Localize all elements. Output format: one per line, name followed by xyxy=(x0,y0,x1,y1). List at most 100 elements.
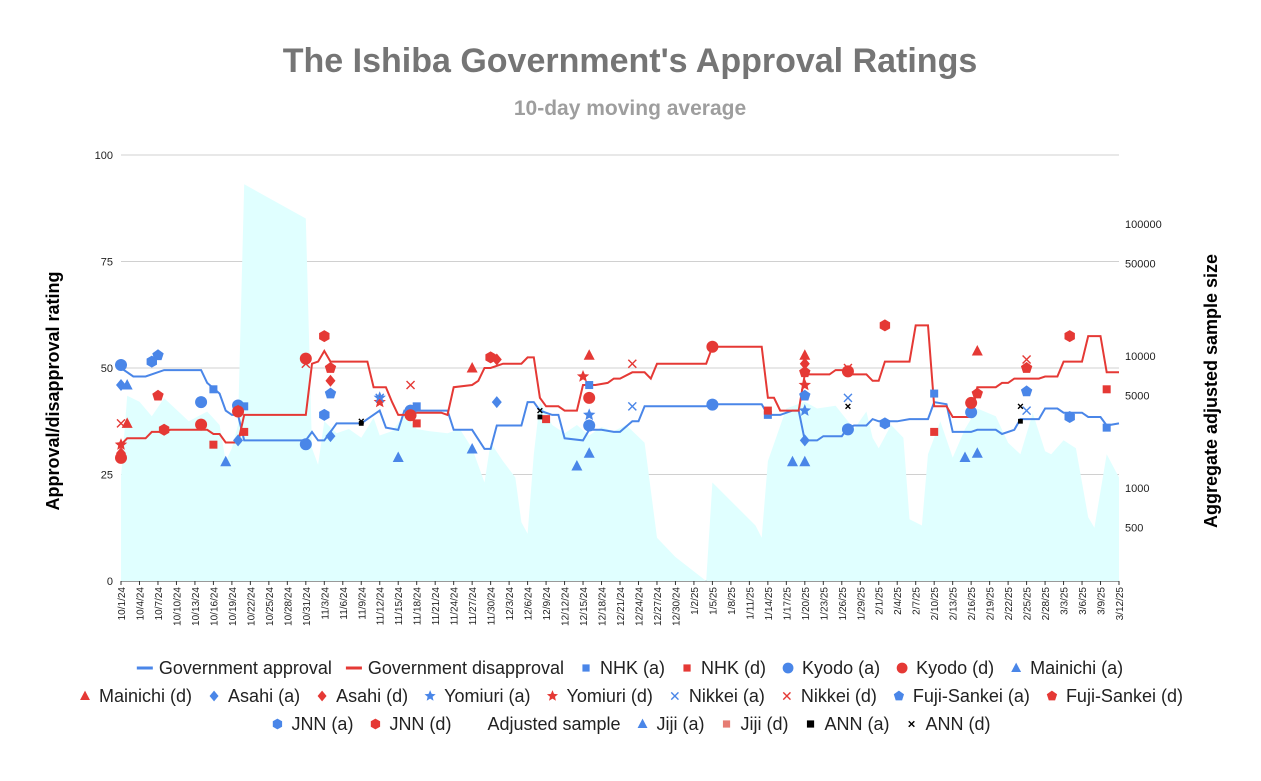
x-tick-label: 11/30/24 xyxy=(487,587,498,626)
legend-item-nikkei-d: Nikkei (d) xyxy=(782,686,877,706)
marker-jnn-a xyxy=(319,408,330,421)
x-tick-label: 2/4/25 xyxy=(893,587,904,615)
x-axis-ticks: 10/1/24 10/4/24 10/7/24 10/10/24 10/13/24 10/… xyxy=(117,581,1126,626)
legend-label: NHK (a) xyxy=(600,658,665,678)
legend-item-jiji-d: Jiji (d) xyxy=(722,714,789,734)
x-tick-label: 12/24/24 xyxy=(634,587,645,626)
marker-nikkei-a xyxy=(1022,406,1032,416)
marker-nhk-d xyxy=(930,427,939,436)
legend-swatch xyxy=(546,690,558,701)
marker-jnn-a xyxy=(146,355,157,368)
x-tick-label: 12/27/24 xyxy=(653,587,664,626)
marker-nikkei-d xyxy=(406,380,416,390)
series-lines xyxy=(120,324,1120,450)
marker-ann-d xyxy=(358,418,365,425)
x-tick-label: 11/21/24 xyxy=(431,587,442,626)
legend-item-kyodo-d: Kyodo (d) xyxy=(896,658,994,678)
x-tick-label: 3/12/25 xyxy=(1115,587,1126,621)
legend-swatch xyxy=(722,720,731,728)
legend-label: ANN (d) xyxy=(926,714,991,734)
x-tick-label: 11/12/24 xyxy=(376,587,387,626)
legend-label: NHK (d) xyxy=(701,658,766,678)
legend-label: Jiji (a) xyxy=(657,714,705,734)
marker-fuji-sankei-d xyxy=(799,366,811,378)
legend-label: Yomiuri (d) xyxy=(566,686,652,706)
marker-jnn-d xyxy=(158,423,170,436)
marker-mainichi-a xyxy=(799,455,811,467)
marker-nhk-d xyxy=(412,419,421,428)
x-tick-label: 2/22/25 xyxy=(1004,587,1015,621)
x-tick-label: 12/15/24 xyxy=(579,587,590,626)
marker-asahi-a xyxy=(233,434,244,447)
legend-item-yomiuri-a: Yomiuri (a) xyxy=(424,686,530,706)
x-tick-label: 10/28/24 xyxy=(283,587,294,626)
marker-fuji-sankei-d xyxy=(971,387,983,399)
marker-asahi-a xyxy=(799,434,810,447)
legend-label: ANN (a) xyxy=(825,714,890,734)
marker-mainichi-a xyxy=(959,451,971,462)
marker-nhk-d xyxy=(209,440,218,449)
legend-item-ann-d: ANN (d) xyxy=(908,714,991,734)
marker-mainichi-a xyxy=(971,447,983,458)
marker-nikkei-a xyxy=(843,393,853,403)
marker-mainichi-a xyxy=(392,451,404,462)
legend-label: JNN (d) xyxy=(389,714,451,734)
y2-tick-label: 5000 xyxy=(1125,391,1149,403)
marker-nhk-d xyxy=(763,406,772,415)
marker-nikkei-d xyxy=(116,418,126,428)
marker-yomiuri-d xyxy=(114,438,128,450)
y2-tick-label: 100000 xyxy=(1125,219,1162,231)
marker-ann-a xyxy=(1018,418,1023,424)
marker-kyodo-d xyxy=(195,418,208,431)
marker-fuji-sankei-a xyxy=(1020,385,1033,397)
legend-item-fuji-sankei-a: Fuji-Sankei (a) xyxy=(893,686,1030,706)
legend-swatch xyxy=(209,690,219,702)
marker-asahi-a xyxy=(116,379,126,392)
x-tick-label: 11/3/24 xyxy=(320,587,331,620)
marker-kyodo-a xyxy=(195,396,208,409)
x-tick-label: 2/7/25 xyxy=(912,587,923,615)
legend-item-nhk-a: NHK (a) xyxy=(582,658,665,678)
x-tick-label: 10/4/24 xyxy=(135,587,146,621)
marker-ann-a xyxy=(358,420,364,426)
sample-area xyxy=(121,184,1119,582)
marker-mainichi-a xyxy=(571,459,583,471)
marker-nikkei-d xyxy=(301,359,311,369)
y-tick-label: 50 xyxy=(101,363,113,375)
legend-label: Mainichi (a) xyxy=(1030,658,1123,678)
legend-swatch xyxy=(782,662,794,674)
legend-item-mainichi-d: Mainichi (d) xyxy=(80,686,192,706)
legend-label: Nikkei (a) xyxy=(689,686,765,706)
legend-item-government-disapproval: Government disapproval xyxy=(345,658,564,678)
legend-label: Adjusted sample xyxy=(487,714,620,734)
x-tick-label: 2/19/25 xyxy=(986,587,997,621)
marker-mainichi-d xyxy=(971,344,983,356)
legend-item-asahi-a: Asahi (a) xyxy=(209,686,300,706)
marker-ann-d xyxy=(845,403,851,410)
legend-item-government-approval: Government approval xyxy=(136,658,332,678)
y2-tick-label: 1000 xyxy=(1125,483,1149,495)
y2-tick-label: 10000 xyxy=(1125,351,1156,363)
marker-jnn-d xyxy=(879,319,891,332)
x-tick-label: 10/1/24 xyxy=(117,587,128,621)
legend-item-jnn-a: JNN (a) xyxy=(272,714,353,734)
y-tick-label: 25 xyxy=(101,470,113,482)
marker-nikkei-a xyxy=(375,393,385,403)
line-government-approval xyxy=(120,367,1120,450)
legend-label: Kyodo (d) xyxy=(916,658,994,678)
marker-kyodo-d xyxy=(841,365,854,378)
legend-swatch xyxy=(670,691,679,701)
marker-kyodo-d xyxy=(965,396,978,409)
x-tick-label: 1/14/25 xyxy=(764,587,775,621)
x-tick-label: 2/28/25 xyxy=(1041,587,1052,621)
line-government-disapproval xyxy=(120,324,1119,446)
x-tick-label: 1/26/25 xyxy=(838,587,849,621)
marker-mainichi-a xyxy=(220,455,232,467)
marker-kyodo-d xyxy=(583,391,596,404)
legend-label: Nikkei (d) xyxy=(801,686,877,706)
x-tick-label: 1/2/25 xyxy=(690,587,701,615)
marker-jnn-a xyxy=(879,417,891,430)
x-tick-label: 1/23/25 xyxy=(819,587,830,621)
marker-asahi-d xyxy=(233,404,244,417)
